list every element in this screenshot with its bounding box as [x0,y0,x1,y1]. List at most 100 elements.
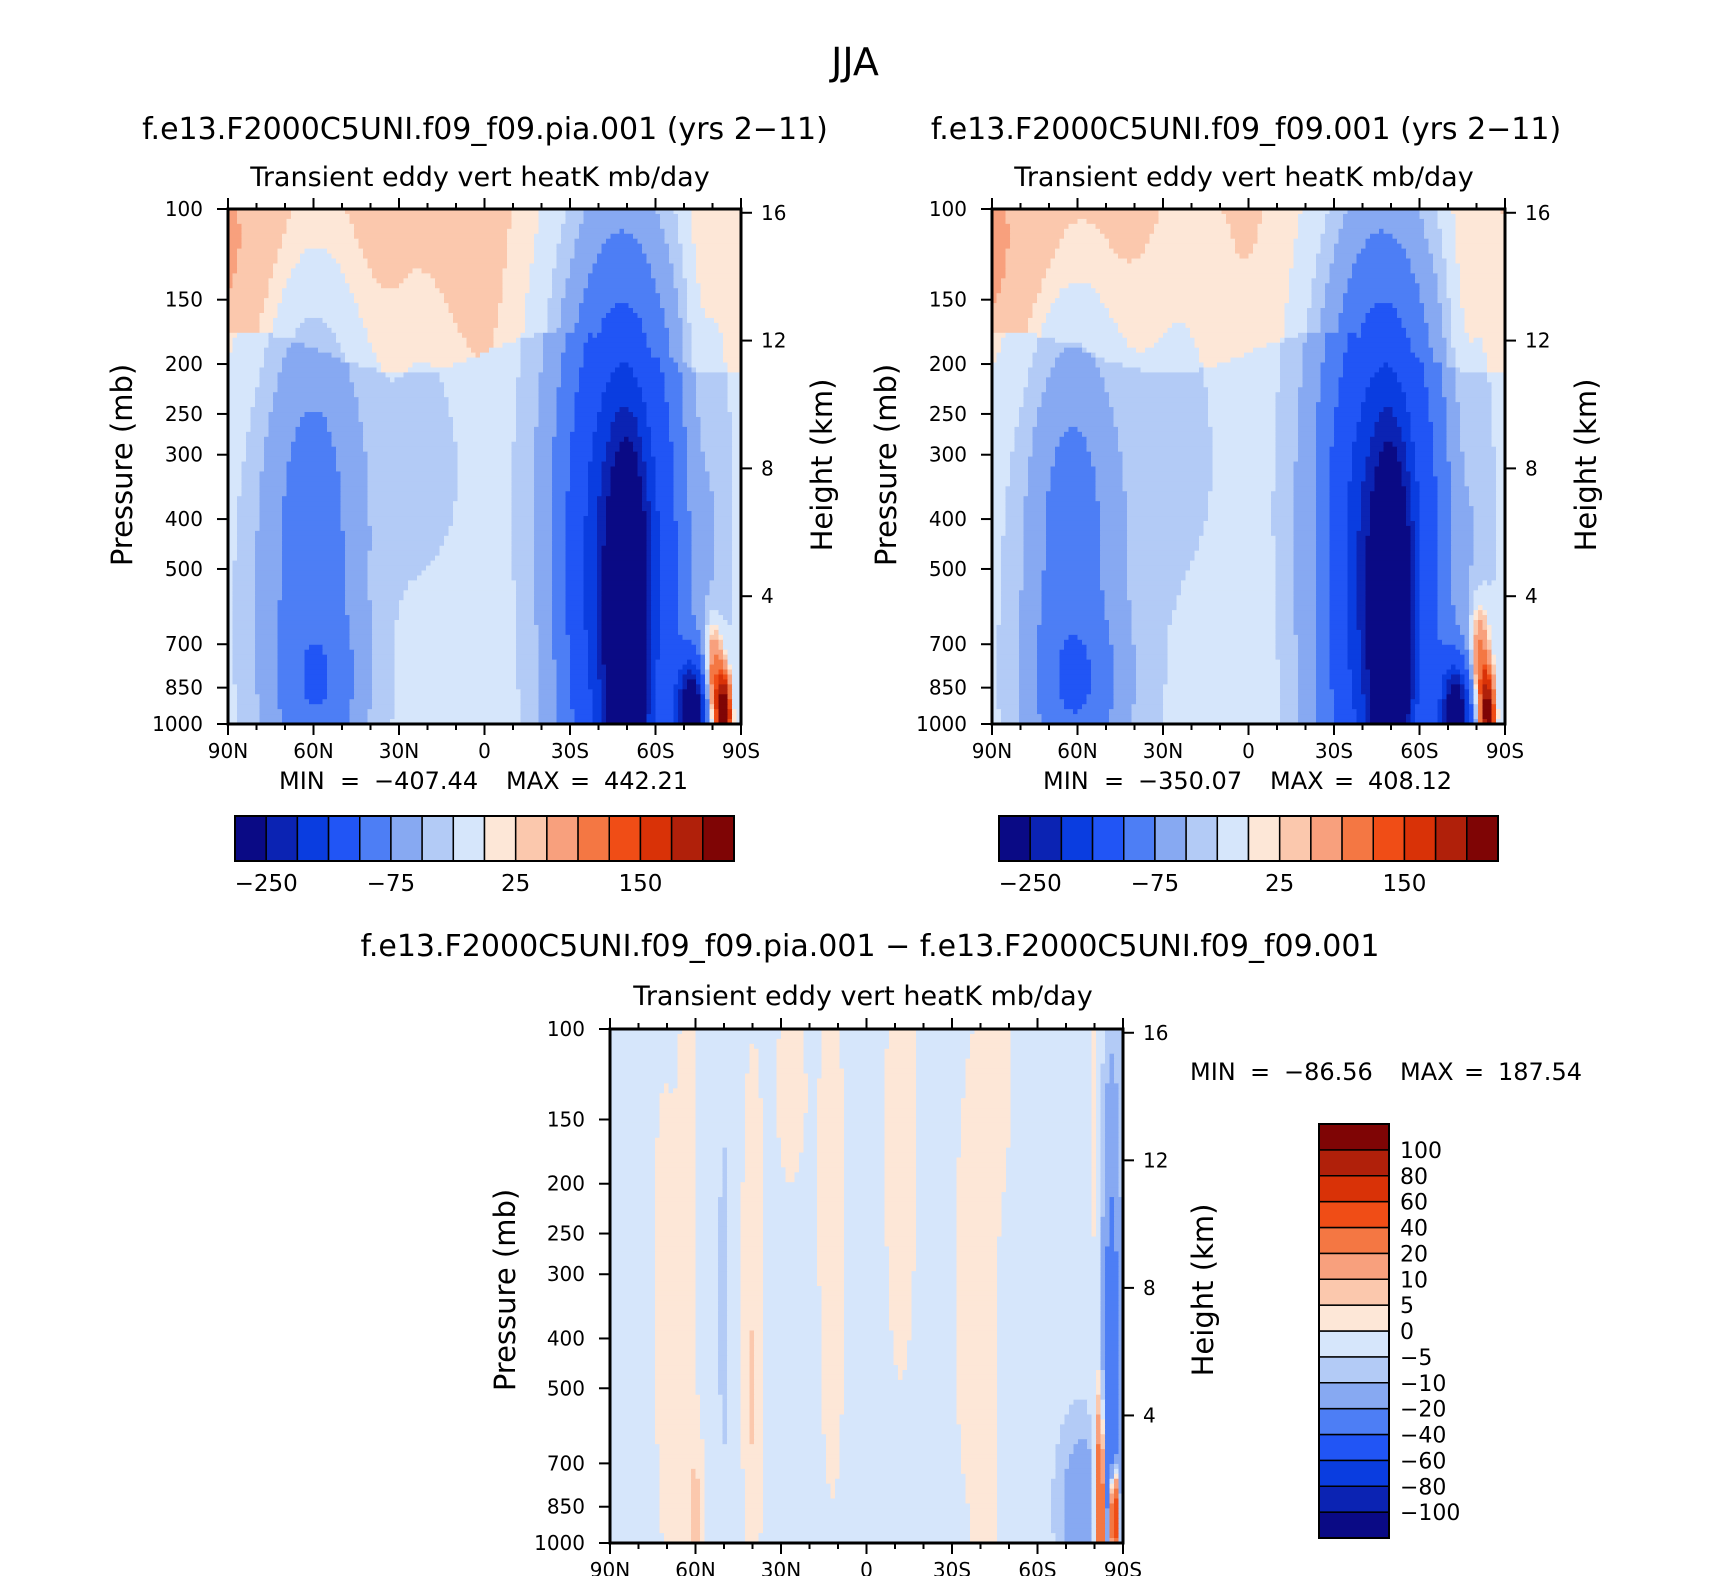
contour-cell [1091,1142,1097,1149]
contour-cell [381,367,409,374]
contour-cell [255,600,279,606]
contour-cell [601,610,648,616]
contour-cell [844,1187,886,1193]
contour-cell [1419,580,1439,586]
contour-cell [1347,565,1358,572]
contour-cell [727,689,733,695]
contour-cell [237,501,261,507]
contour-cell [1109,397,1209,403]
contour-cell [646,407,670,413]
contour-cell [538,679,558,685]
contour-cell [673,451,688,458]
contour-cell [1091,669,1115,676]
contour-cell [367,506,454,512]
contour-cell [583,516,598,522]
contour-cell [695,1088,746,1094]
contour-cell [664,382,684,388]
contour-cell [727,704,733,710]
contour-cell [803,1127,818,1134]
contour-cell [556,253,576,260]
contour-cell [1064,704,1083,710]
contour-cell [709,615,724,621]
contour-cell [1100,1103,1106,1109]
contour-cell [1271,491,1295,497]
contour-cell [304,654,328,661]
contour-cell [277,615,351,621]
contour-cell [606,674,648,681]
contour-cell [619,446,634,453]
contour-cell [259,520,283,527]
contour-cell [1010,461,1029,468]
contour-cell [547,312,562,319]
contour-cell [1302,362,1322,369]
contour-cell [1361,327,1407,334]
contour-cell [1311,293,1326,299]
contour-cell [552,456,571,463]
contour-cell [1478,664,1484,671]
contour-cell [992,293,998,299]
contour-cell [732,664,742,671]
contour-cell [965,1088,1012,1094]
contour-cell [1100,1192,1106,1198]
contour-cell [1131,615,1173,621]
contour-cell [1100,545,1128,552]
contour-cell [1001,1192,1093,1198]
contour-cell [839,1053,886,1060]
contour-cell [678,545,693,552]
contour-cell [534,471,553,477]
contour-cell [570,258,598,265]
contour-cell [556,431,571,438]
contour-cell [687,461,706,468]
contour-cell [817,1113,845,1119]
contour-cell [1275,615,1295,621]
contour-cell [718,639,724,646]
contour-cell [678,709,684,715]
contour-cell [714,714,720,720]
contour-cell [714,511,733,517]
contour-cell [228,550,238,557]
contour-cell [1019,421,1038,428]
contour-cell [839,1029,890,1035]
contour-cell [1136,654,1169,661]
contour-cell [435,283,504,289]
contour-cell [1316,575,1331,581]
contour-cell [1113,644,1137,651]
contour-cell [1334,704,1353,710]
contour-cell [655,659,688,666]
contour-cell [1091,1172,1097,1178]
contour-cell [304,669,328,676]
contour-cell [282,520,342,527]
contour-cell [1464,674,1470,681]
contour-cell [268,416,301,423]
contour-cell [1032,303,1052,309]
contour-cell [1005,516,1025,522]
contour-cell [367,719,391,725]
contour-cell [1316,436,1335,443]
contour-cell [732,540,742,547]
contour-cell [1100,1117,1106,1124]
contour-cell [1010,471,1029,477]
contour-cell [1329,595,1349,601]
contour-cell [1460,684,1466,690]
contour-cell [1343,218,1425,225]
contour-cell [1455,347,1484,354]
contour-cell [228,704,238,710]
contour-cell [1410,486,1421,492]
contour-cell [543,357,562,364]
contour-cell [1253,243,1295,250]
contour-cell [727,407,742,413]
contour-cell [1410,550,1416,557]
contour-cell [394,674,517,681]
contour-cell [349,615,373,621]
contour-cell [583,530,598,537]
contour-cell [646,402,670,408]
contour-cell [651,639,661,646]
contour-cell [1442,709,1448,715]
contour-cell [655,664,684,671]
contour-cell [255,595,283,601]
contour-cell [597,525,607,532]
contour-cell [1023,516,1047,522]
contour-cell [1203,367,1281,374]
contour-cell [745,1167,764,1173]
contour-cell [255,565,283,572]
